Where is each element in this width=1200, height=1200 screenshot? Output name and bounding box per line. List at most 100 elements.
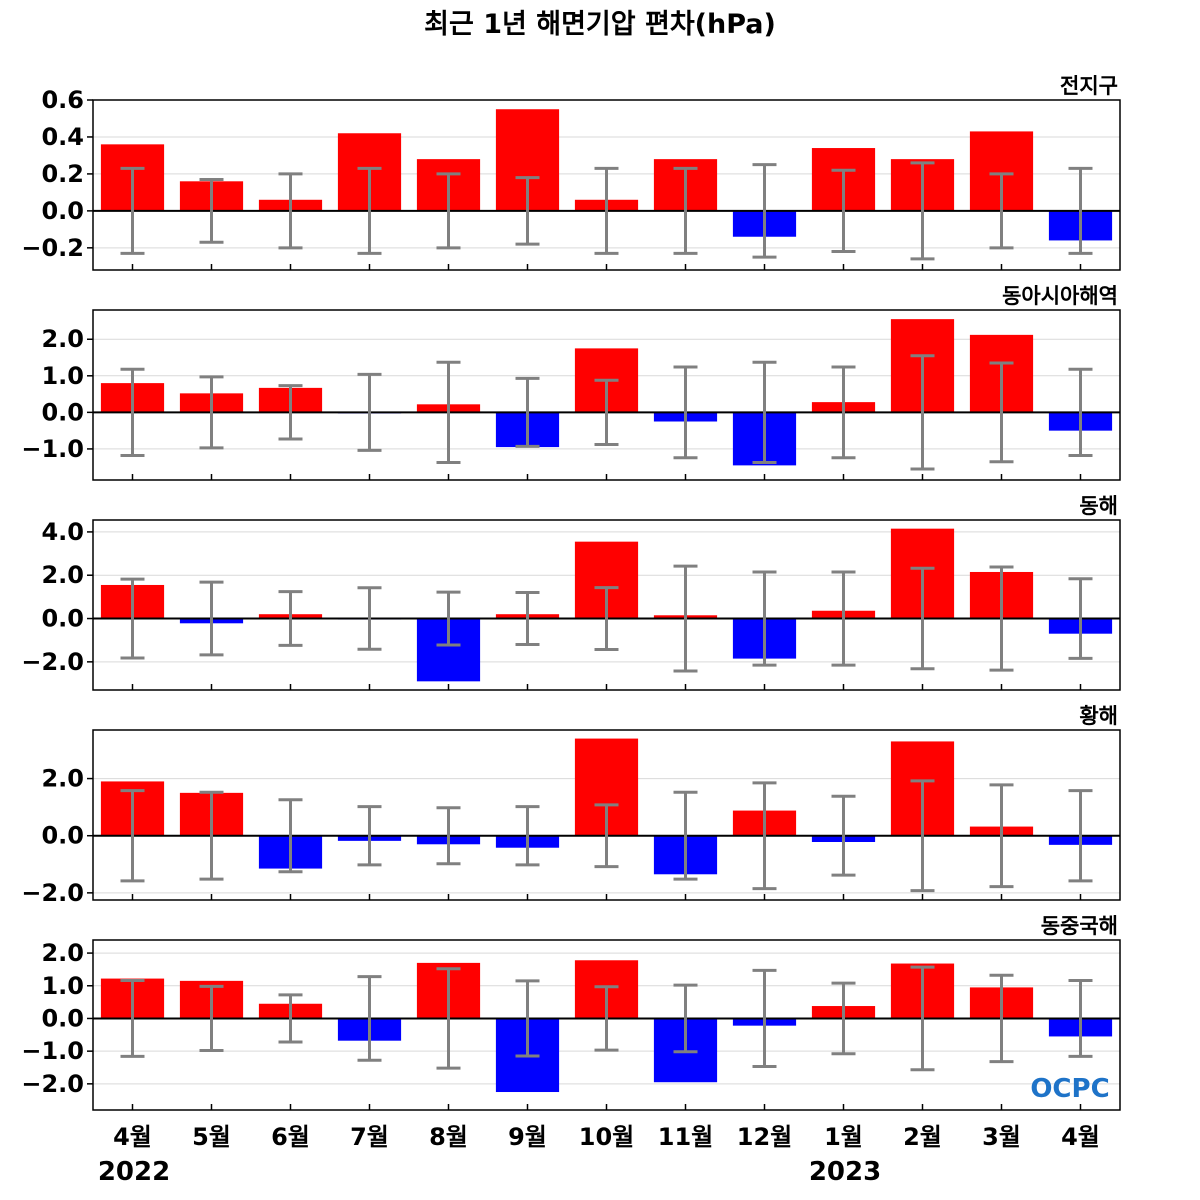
y-tick-label: 0.0 — [41, 822, 84, 850]
error-bar — [436, 172, 461, 250]
x-tick-label: 12월 — [737, 1123, 792, 1151]
error-bar — [436, 806, 461, 866]
error-bar — [831, 570, 856, 667]
x-tick-label: 9월 — [508, 1123, 547, 1151]
error-bar — [594, 803, 619, 869]
x-tick-label: 6월 — [271, 1123, 310, 1151]
y-tick-label: 0.0 — [41, 197, 84, 225]
error-bar — [357, 586, 382, 651]
error-bar — [673, 790, 698, 881]
error-bar — [199, 375, 224, 450]
error-bar — [989, 565, 1014, 672]
error-bar — [357, 975, 382, 1062]
y-tick-label: 1.0 — [41, 362, 84, 390]
y-tick-label: 2.0 — [41, 765, 84, 793]
error-bar — [673, 564, 698, 673]
error-bar — [120, 367, 145, 458]
y-tick-label: 1.0 — [41, 972, 84, 1000]
y-tick-label: −2.0 — [21, 648, 84, 676]
panel-frame — [92, 519, 1121, 691]
y-tick-label: 2.0 — [41, 939, 84, 967]
error-bar — [515, 591, 540, 647]
error-bar — [752, 360, 777, 464]
y-tick-label: −2.0 — [21, 879, 84, 907]
error-bar — [278, 798, 303, 874]
x-tick-label: 5월 — [192, 1123, 231, 1151]
error-bar — [120, 789, 145, 883]
x-tick-label: 7월 — [350, 1123, 389, 1151]
panel-title: 전지구 — [1060, 74, 1118, 98]
y-tick-label: 0.6 — [41, 86, 84, 114]
y-tick-label: 2.0 — [41, 561, 84, 589]
panel-frame — [92, 939, 1121, 1111]
error-bar — [673, 365, 698, 460]
error-bar — [910, 354, 935, 471]
error-bar — [910, 965, 935, 1072]
error-bar — [1068, 979, 1093, 1058]
error-bar — [278, 172, 303, 250]
panel-frame — [92, 309, 1121, 481]
ocpc-logo: OCPC — [1030, 1074, 1109, 1104]
x-tick-label: 8월 — [429, 1123, 468, 1151]
y-tick-label: 4.0 — [41, 518, 84, 546]
error-bar — [1068, 577, 1093, 660]
error-bar — [594, 378, 619, 447]
error-bar — [1068, 789, 1093, 883]
y-tick-label: 0.2 — [41, 160, 84, 188]
chart-panels: 전지구−0.20.00.20.40.6동아시아해역−1.00.01.02.0동해… — [21, 74, 1121, 1111]
panel-4: 황해 −2.0 0.0 2.0 — [21, 704, 1121, 907]
error-bar — [989, 172, 1014, 250]
error-bar — [752, 163, 777, 259]
year-label-2022: 2022 — [98, 1157, 170, 1187]
error-bar — [1068, 166, 1093, 255]
y-tick-label: −2.0 — [21, 1070, 84, 1098]
y-tick-label: 0.0 — [41, 1004, 84, 1032]
error-bar — [515, 376, 540, 448]
error-bar — [278, 590, 303, 647]
error-bar — [357, 166, 382, 255]
error-bar — [594, 586, 619, 652]
y-tick-label: −1.0 — [21, 435, 84, 463]
error-bar — [594, 166, 619, 255]
y-tick-label: 0.4 — [41, 123, 84, 151]
error-bar — [752, 968, 777, 1069]
error-bar — [752, 570, 777, 667]
error-bar — [436, 360, 461, 464]
error-bar — [989, 973, 1014, 1064]
x-tick-label: 4월 — [113, 1123, 152, 1151]
error-bar — [199, 177, 224, 244]
error-bar — [910, 779, 935, 893]
y-tick-label: −1.0 — [21, 1037, 84, 1065]
x-axis-labels: 4월 5월 6월 7월 8월 9월 10월 11월 12월 1월 2월 3월 4월 — [113, 1123, 1100, 1151]
error-bar — [989, 783, 1014, 889]
x-tick-label: 10월 — [579, 1123, 634, 1151]
error-bar — [357, 805, 382, 867]
panel-title: 동아시아해역 — [1002, 284, 1118, 308]
error-bar — [831, 168, 856, 254]
panel-3: 동해 −2.0 0.0 2.0 4.0 — [21, 494, 1121, 691]
error-bar — [910, 161, 935, 261]
panel-2: 동아시아해역 −1.0 0.0 1.0 2.0 — [21, 284, 1121, 481]
panel-title: 황해 — [1079, 704, 1118, 728]
error-bar — [199, 580, 224, 657]
y-tick-label: 0.0 — [41, 398, 84, 426]
error-bar — [831, 365, 856, 460]
error-bar — [752, 781, 777, 891]
x-tick-label: 1월 — [824, 1123, 863, 1151]
x-tick-label: 2월 — [903, 1123, 942, 1151]
panel-5: 동중국해 −2.0 −1.0 0.0 1.0 2.0 — [21, 914, 1121, 1111]
error-bar — [831, 794, 856, 877]
error-bar — [120, 166, 145, 255]
y-tick-label: 2.0 — [41, 325, 84, 353]
figure-title: 최근 1년 해면기압 편차(hPa) — [424, 9, 776, 40]
error-bar — [278, 384, 303, 441]
panel-title: 동해 — [1079, 494, 1118, 518]
error-bar — [120, 577, 145, 660]
year-label-2023: 2023 — [809, 1157, 881, 1187]
error-bar — [673, 983, 698, 1054]
panel-frame — [92, 99, 1121, 271]
error-bar — [989, 361, 1014, 464]
panel-1: 전지구 −0.2 0.0 0.2 0.4 0.6 — [21, 74, 1121, 271]
error-bar — [436, 590, 461, 647]
error-bar — [515, 979, 540, 1058]
